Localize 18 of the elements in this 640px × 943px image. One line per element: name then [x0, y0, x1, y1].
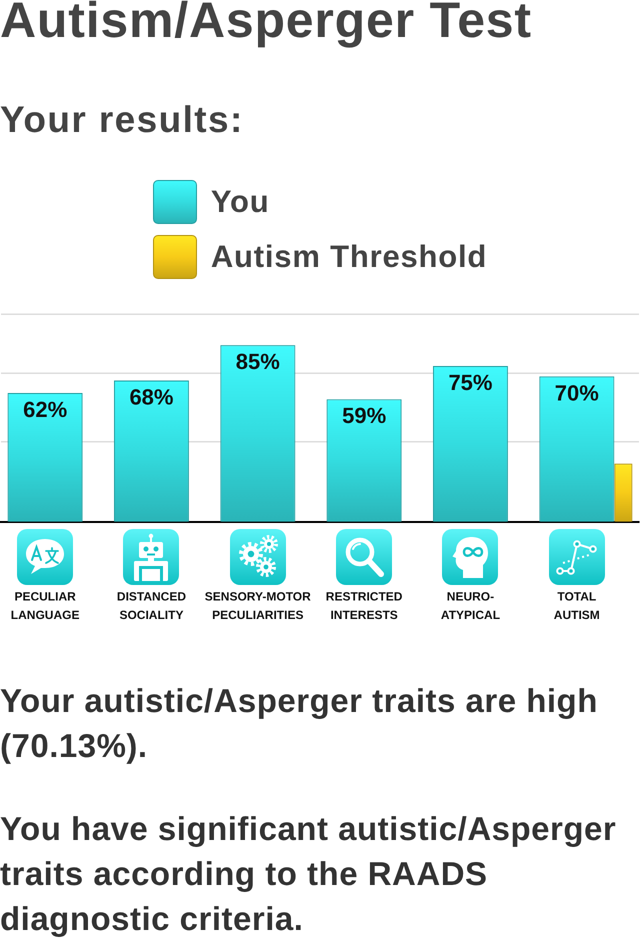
data-label: 62%: [23, 396, 68, 422]
data-label: 68%: [129, 384, 174, 410]
legend-label: You: [210, 183, 270, 221]
x-tick-label: SENSORY-MOTOR PECULIARITIES: [204, 589, 312, 622]
x-tick-label: NEURO- ATYPICAL: [440, 589, 500, 622]
text: Your autistic/Asperger traits are high (70.13%).: [0, 681, 599, 766]
data-label: 70%: [554, 380, 599, 406]
chart-title: Autism/Asperger Test: [0, 0, 532, 48]
x-tick-label: TOTAL AUTISM: [554, 589, 600, 622]
data-label: 85%: [236, 349, 280, 374]
x-tick-label: RESTRICTED INTERESTS: [326, 589, 403, 622]
x-tick-label: PECULIAR LANGUAGE: [10, 589, 80, 622]
chart-subtitle: Your results:: [0, 99, 244, 140]
legend-label: Autism Threshold: [210, 238, 488, 276]
data-label: 75%: [448, 370, 492, 395]
x-tick-label: DISTANCED SOCIALITY: [116, 589, 186, 622]
data-label: 59%: [342, 403, 386, 428]
text: You have significant autistic/Asperger traits according to the RAADS diagnostic criteria.: [0, 809, 618, 939]
